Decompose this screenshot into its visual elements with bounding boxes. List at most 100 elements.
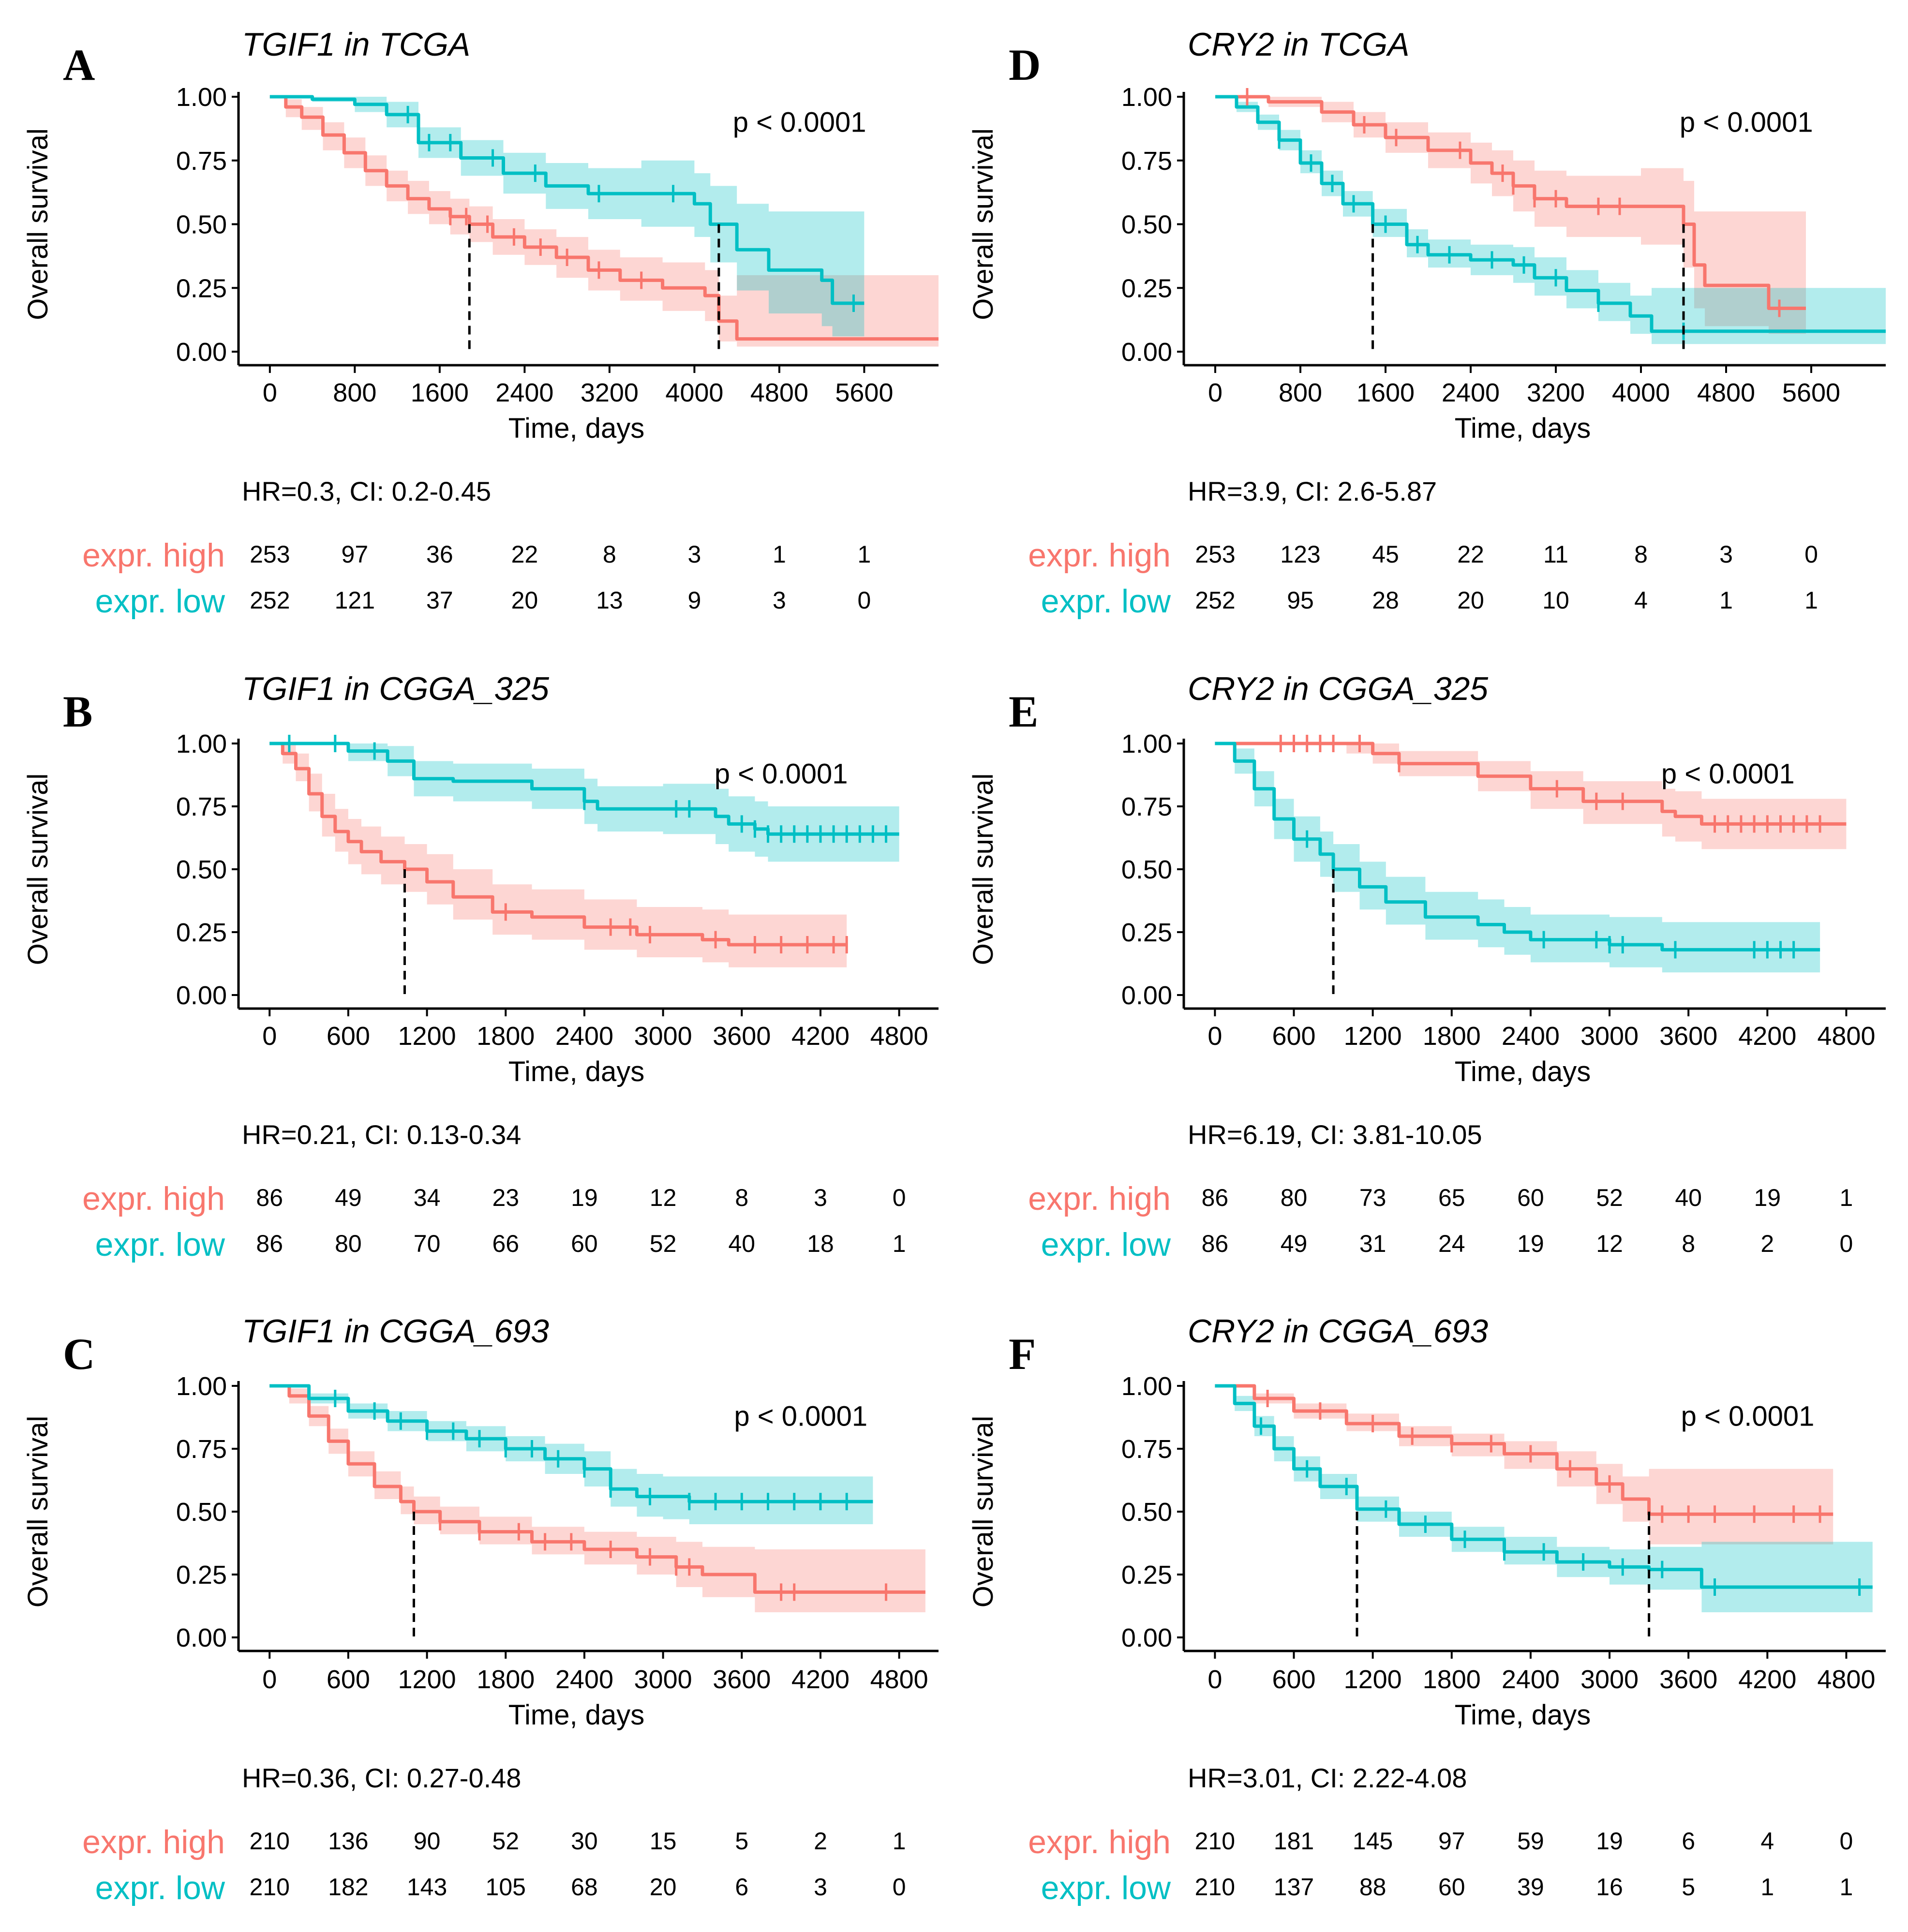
x-tick-label: 3200 — [1527, 378, 1585, 407]
risk-count-high: 1 — [893, 1828, 906, 1855]
panel-a: A TGIF1 in TCGA 1.00 0.75 0.50 0.25 0.00 0 800 16… — [22, 26, 939, 620]
risk-count-high: 0 — [893, 1184, 906, 1211]
panel-letter: D — [1009, 40, 1041, 89]
survival-curve-high — [1215, 1384, 1833, 1516]
risk-count-high: 59 — [1517, 1828, 1544, 1855]
y-tick-label: 1.00 — [1121, 1372, 1172, 1401]
risk-count-low: 2 — [1760, 1230, 1774, 1257]
risk-count-low: 3 — [814, 1873, 827, 1901]
x-tick-label: 2400 — [1502, 1665, 1560, 1694]
p-value: p < 0.0001 — [1680, 107, 1813, 138]
risk-count-low: 60 — [1438, 1873, 1465, 1901]
x-tick-label: 1800 — [477, 1022, 535, 1051]
risk-count-low: 70 — [414, 1230, 441, 1257]
risk-count-high: 49 — [335, 1184, 362, 1211]
ci-band-high — [1215, 97, 1806, 334]
risk-count-high: 253 — [250, 541, 290, 568]
risk-count-high: 145 — [1353, 1828, 1393, 1855]
x-tick-label: 4200 — [1738, 1022, 1796, 1051]
y-tick-label: 0.00 — [1121, 1623, 1172, 1652]
risk-count-high: 181 — [1274, 1828, 1314, 1855]
y-tick-label: 0.25 — [176, 274, 227, 303]
risk-label-low: expr. low — [95, 1226, 225, 1263]
survival-curve-high — [269, 95, 939, 341]
risk-label-high: expr. high — [1028, 1180, 1171, 1217]
y-tick-label: 1.00 — [176, 83, 227, 112]
risk-count-low: 20 — [1457, 587, 1484, 614]
risk-label-low: expr. low — [95, 1870, 225, 1906]
risk-count-low: 19 — [1517, 1230, 1544, 1257]
ci-band-high — [269, 743, 847, 967]
x-tick-label: 4200 — [1738, 1665, 1796, 1694]
risk-count-high: 36 — [426, 541, 453, 568]
risk-count-high: 22 — [511, 541, 538, 568]
risk-label-high: expr. high — [82, 1180, 225, 1217]
x-tick-label: 1200 — [1344, 1022, 1402, 1051]
y-tick-label: 0.25 — [1121, 1560, 1172, 1590]
risk-count-low: 12 — [1596, 1230, 1623, 1257]
risk-count-low: 0 — [858, 587, 871, 614]
risk-count-low: 137 — [1274, 1873, 1314, 1901]
risk-label-high: expr. high — [82, 1824, 225, 1860]
x-tick-label: 4800 — [1817, 1665, 1875, 1694]
risk-count-low: 210 — [1195, 1873, 1235, 1901]
risk-count-high: 4 — [1760, 1828, 1774, 1855]
risk-count-high: 23 — [492, 1184, 519, 1211]
risk-count-low: 1 — [1719, 587, 1733, 614]
x-tick-label: 1600 — [411, 378, 469, 407]
risk-label-low: expr. low — [1041, 583, 1171, 620]
risk-count-high: 2 — [814, 1828, 827, 1855]
x-tick-label: 1200 — [398, 1665, 456, 1694]
x-tick-label: 4800 — [870, 1665, 928, 1694]
risk-count-low: 1 — [1840, 1873, 1853, 1901]
risk-count-high: 1 — [1840, 1184, 1853, 1211]
panel-letter: B — [63, 687, 92, 736]
hazard-ratio: HR=6.19, CI: 3.81-10.05 — [1188, 1119, 1482, 1150]
risk-count-low: 88 — [1359, 1873, 1386, 1901]
x-axis-label: Time, days — [508, 413, 644, 444]
y-tick-label: 0.50 — [1121, 210, 1172, 239]
risk-count-high: 12 — [650, 1184, 677, 1211]
panel-letter: F — [1009, 1329, 1036, 1379]
y-tick-label: 0.00 — [176, 1623, 227, 1652]
y-tick-label: 1.00 — [176, 1372, 227, 1401]
risk-label-low: expr. low — [1041, 1226, 1171, 1263]
ci-band-high — [1215, 1386, 1833, 1545]
x-tick-label: 3600 — [1659, 1665, 1717, 1694]
ci-band-low — [1215, 1386, 1873, 1612]
y-axis-label: Overall survival — [22, 773, 54, 965]
panel-d: D CRY2 in TCGA 1.00 0.75 0.50 0.25 0.00 0 800 160… — [968, 26, 1886, 620]
chart-title: TGIF1 in CGGA_325 — [242, 670, 549, 707]
risk-count-low: 1 — [1804, 587, 1818, 614]
hazard-ratio: HR=3.9, CI: 2.6-5.87 — [1188, 476, 1437, 506]
x-tick-label: 0 — [263, 378, 277, 407]
risk-count-high: 8 — [735, 1184, 748, 1211]
risk-count-high: 73 — [1359, 1184, 1386, 1211]
x-tick-label: 4800 — [1817, 1022, 1875, 1051]
risk-count-low: 1 — [1760, 1873, 1774, 1901]
risk-count-high: 0 — [1804, 541, 1818, 568]
risk-count-high: 210 — [1195, 1828, 1235, 1855]
risk-count-low: 121 — [335, 587, 375, 614]
survival-curve-high — [1215, 95, 1806, 310]
risk-count-low: 20 — [650, 1873, 677, 1901]
risk-count-low: 6 — [735, 1873, 748, 1901]
risk-count-low: 86 — [256, 1230, 283, 1257]
risk-count-low: 9 — [687, 587, 701, 614]
panel-c: C TGIF1 in CGGA_693 1.00 0.75 0.50 0.25 0.00 0 6… — [22, 1313, 939, 1906]
risk-count-low: 210 — [250, 1873, 290, 1901]
y-tick-label: 0.50 — [176, 1498, 227, 1527]
x-tick-label: 4000 — [1612, 378, 1670, 407]
risk-count-high: 19 — [1596, 1828, 1623, 1855]
x-tick-label: 600 — [327, 1022, 370, 1051]
risk-count-high: 60 — [1517, 1184, 1544, 1211]
y-axis-label: Overall survival — [22, 128, 54, 320]
x-tick-label: 1200 — [1344, 1665, 1402, 1694]
x-tick-label: 2400 — [1442, 378, 1500, 407]
panel-letter: E — [1009, 687, 1038, 736]
panel-b: B TGIF1 in CGGA_325 1.00 0.75 0.50 0.25 0.00 0 6… — [22, 670, 939, 1263]
risk-count-low: 68 — [571, 1873, 598, 1901]
y-tick-label: 0.50 — [1121, 855, 1172, 884]
survival-curve-low — [1215, 1384, 1873, 1589]
